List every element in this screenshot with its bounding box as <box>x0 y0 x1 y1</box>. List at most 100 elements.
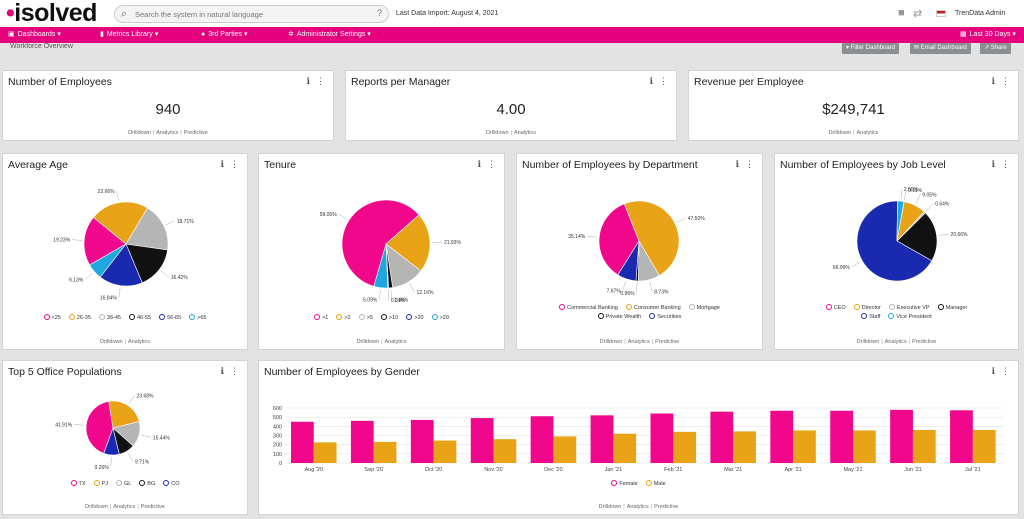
legend-item[interactable]: Vice President <box>888 313 932 322</box>
date-range-select[interactable]: ▦ Last 30 Days ▾ <box>960 31 1016 38</box>
pie-slice[interactable] <box>99 243 143 287</box>
info-icon[interactable]: ℹ <box>220 159 224 169</box>
bar-female[interactable] <box>350 420 374 463</box>
more-menu-icon[interactable]: ⋮ <box>316 76 325 86</box>
pie-slice[interactable] <box>598 203 640 276</box>
drilldown-link[interactable]: Drilldown <box>356 339 380 345</box>
pie-slice[interactable] <box>896 200 905 242</box>
bar-male[interactable] <box>373 441 397 463</box>
predictive-link[interactable]: Predictive <box>654 504 679 510</box>
legend-item[interactable]: Commercial Banking <box>559 304 618 313</box>
info-icon[interactable]: ℹ <box>220 366 224 376</box>
nav-metrics-library[interactable]: ▮ Metrics Library ▾ <box>100 31 159 38</box>
bar-female[interactable] <box>650 413 674 464</box>
more-menu-icon[interactable]: ⋮ <box>745 159 754 169</box>
legend-item[interactable]: >1 <box>314 314 328 323</box>
more-menu-icon[interactable]: ⋮ <box>659 76 668 86</box>
pie-slice[interactable] <box>623 200 680 276</box>
bar-female[interactable] <box>590 415 614 463</box>
legend-item[interactable]: Director <box>853 304 881 313</box>
legend-item[interactable]: Manager <box>937 304 967 313</box>
pie-slice[interactable] <box>385 214 431 272</box>
drilldown-link[interactable]: Drilldown <box>598 504 622 510</box>
bar-female[interactable] <box>530 416 554 463</box>
drilldown-link[interactable]: Drilldown <box>599 339 623 345</box>
pie-slice[interactable] <box>108 400 140 429</box>
legend-item[interactable]: Executive VP <box>888 304 930 313</box>
nav-3rd-parties[interactable]: ● 3rd Parties ▾ <box>201 31 248 38</box>
legend-item[interactable]: CO <box>163 480 180 489</box>
legend-item[interactable]: Female <box>611 480 638 489</box>
pie-slice[interactable] <box>85 400 114 454</box>
bar-male[interactable] <box>733 431 756 463</box>
analytics-link[interactable]: Analytics <box>514 130 537 136</box>
analytics-link[interactable]: Analytics <box>627 339 650 345</box>
info-icon[interactable]: ℹ <box>735 159 739 169</box>
more-menu-icon[interactable]: ⋮ <box>230 366 239 376</box>
pie-slice[interactable] <box>373 243 389 289</box>
search-box[interactable]: ⌕ ? <box>114 5 389 23</box>
info-icon[interactable]: ℹ <box>306 76 310 86</box>
pie-slice[interactable] <box>83 217 127 266</box>
legend-item[interactable]: >10 <box>380 314 398 323</box>
legend-item[interactable]: Securities <box>649 313 681 322</box>
bar-female[interactable] <box>410 419 434 463</box>
isolved-logo[interactable]: •isolved <box>6 0 97 27</box>
pie-slice[interactable] <box>856 200 933 282</box>
info-icon[interactable]: ℹ <box>991 159 995 169</box>
pie-slice[interactable] <box>89 243 127 278</box>
legend-item[interactable]: 56-65 <box>159 314 181 323</box>
legend-item[interactable]: Consumer Banking <box>625 304 681 313</box>
search-input[interactable] <box>135 8 365 20</box>
legend-item[interactable]: Mortgage <box>688 304 720 313</box>
analytics-link[interactable]: Analytics <box>156 130 179 136</box>
pie-slice[interactable] <box>125 207 169 251</box>
bar-male[interactable] <box>613 433 637 463</box>
bar-male[interactable] <box>493 439 517 463</box>
shuffle-icon[interactable]: ⇄ <box>913 8 923 20</box>
bar-male[interactable] <box>972 430 996 463</box>
pie-slice[interactable] <box>896 212 938 262</box>
nav-dashboards[interactable]: ▣ Dashboards ▾ <box>8 31 61 38</box>
info-icon[interactable]: ℹ <box>649 76 653 86</box>
analytics-link[interactable]: Analytics <box>856 130 879 136</box>
drilldown-link[interactable]: Drilldown <box>99 339 123 345</box>
bar-male[interactable] <box>673 431 697 463</box>
bar-female[interactable] <box>830 410 854 463</box>
legend-item[interactable]: >20 <box>431 314 449 323</box>
bar-female[interactable] <box>890 409 913 463</box>
drilldown-link[interactable]: Drilldown <box>485 130 509 136</box>
legend-item[interactable]: 46-55 <box>129 314 151 323</box>
more-menu-icon[interactable]: ⋮ <box>1001 366 1010 376</box>
drilldown-link[interactable]: Drilldown <box>128 130 151 136</box>
legend-item[interactable]: 26-35 <box>68 314 91 323</box>
legend-item[interactable]: GL <box>115 480 131 489</box>
bar-male[interactable] <box>853 430 876 463</box>
info-icon[interactable]: ℹ <box>991 76 995 86</box>
bar-male[interactable] <box>313 442 337 463</box>
drilldown-link[interactable]: Drilldown <box>828 130 852 136</box>
legend-item[interactable]: <25 <box>43 314 61 323</box>
bar-male[interactable] <box>433 440 457 463</box>
pie-slice[interactable] <box>341 199 420 287</box>
bar-female[interactable] <box>290 421 314 463</box>
help-icon[interactable]: ? <box>376 8 382 18</box>
filter-dashboard-button[interactable]: ▾ Filter Dashboard <box>842 43 900 54</box>
pie-slice[interactable] <box>125 243 168 284</box>
pie-slice[interactable] <box>103 426 120 456</box>
legend-item[interactable]: Male <box>645 480 666 489</box>
legend-item[interactable]: >20 <box>406 314 424 323</box>
video-icon[interactable]: ■ <box>898 7 905 19</box>
us-flag-icon[interactable] <box>936 10 946 17</box>
legend-item[interactable]: PJ <box>93 480 108 489</box>
analytics-link[interactable]: Analytics <box>113 504 136 510</box>
info-icon[interactable]: ℹ <box>477 159 481 169</box>
drilldown-link[interactable]: Drilldown <box>85 504 108 510</box>
legend-item[interactable]: TX <box>70 480 86 489</box>
legend-item[interactable]: >65 <box>189 314 207 323</box>
bar-female[interactable] <box>770 410 794 463</box>
more-menu-icon[interactable]: ⋮ <box>1001 159 1010 169</box>
bar-male[interactable] <box>912 430 936 463</box>
predictive-link[interactable]: Predictive <box>140 504 165 510</box>
legend-item[interactable]: >2 <box>336 314 351 323</box>
